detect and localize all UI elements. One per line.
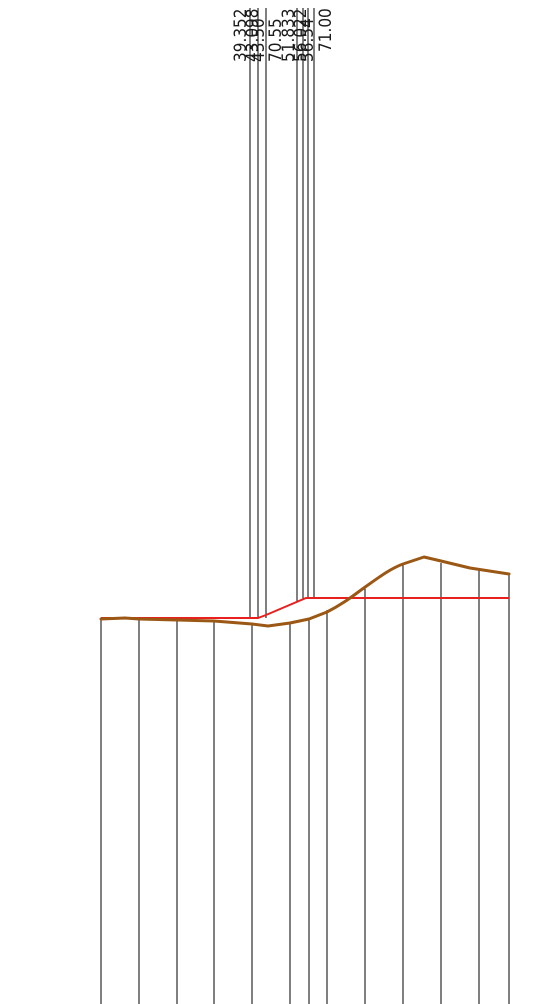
- station-lines: [100, 563, 510, 1004]
- elevation-label: 51.833: [279, 9, 299, 63]
- ground-profile-line: [99, 555, 511, 628]
- design-profile-line: [101, 597, 509, 619]
- elevation-label: 39.352: [231, 9, 251, 63]
- elevation-labels: 39.352 43.098 43.50 70.55 51.833 56.022 …: [231, 8, 336, 62]
- elevation-label: 71.00: [316, 8, 336, 52]
- label-leader-lines: [249, 8, 315, 618]
- elevation-label: 56.022: [291, 9, 311, 63]
- elevation-label: 56.54: [298, 18, 318, 62]
- elevation-label: 43.098: [243, 9, 263, 63]
- elevation-label: 43.50: [249, 18, 269, 62]
- elevation-label: 70.55: [266, 18, 286, 62]
